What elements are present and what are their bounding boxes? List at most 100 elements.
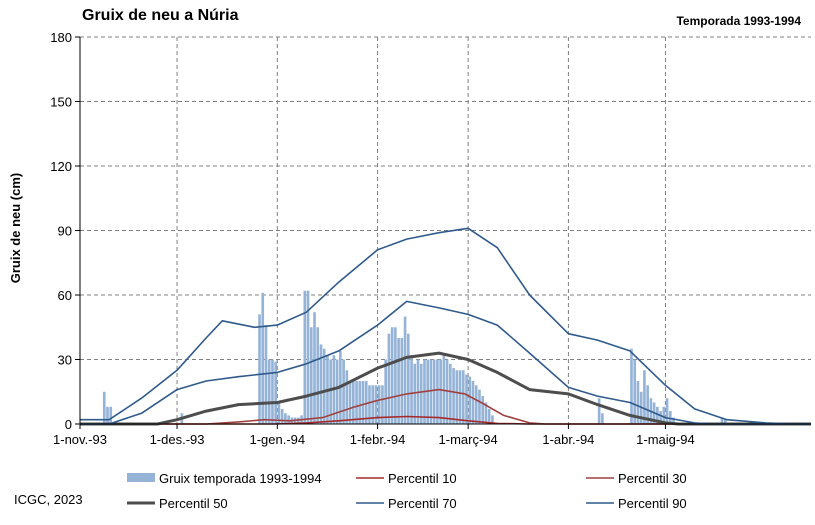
snow-depth-bar	[368, 385, 371, 424]
snow-depth-bar	[432, 359, 436, 424]
legend-swatch	[127, 473, 155, 482]
snow-depth-bar	[364, 381, 368, 424]
snow-depth-bar	[390, 327, 394, 424]
y-tick-label: 150	[50, 95, 72, 110]
x-tick-label: 1-abr.-94	[542, 432, 594, 447]
snow-depth-bar	[374, 385, 378, 424]
snow-depth-bar	[384, 359, 387, 424]
legend-label: Percentil 10	[388, 471, 457, 486]
snow-depth-bar	[439, 359, 442, 424]
snow-depth-bar	[277, 402, 281, 424]
snow-depth-bar	[319, 344, 323, 424]
snow-depth-bar	[723, 419, 727, 424]
snow-depth-bar	[665, 398, 669, 424]
snow-depth-bar	[487, 408, 491, 424]
snow-depth-bar	[316, 327, 320, 424]
snow-depth-bar	[355, 381, 358, 424]
snow-depth-bar	[597, 398, 601, 424]
legend-label: Percentil 50	[159, 496, 228, 511]
chart-subtitle: Temporada 1993-1994	[676, 14, 801, 28]
snow-depth-bar	[410, 355, 413, 424]
snow-depth-bar	[381, 385, 384, 424]
x-tick-label: 1-gen.-94	[249, 432, 305, 447]
snow-depth-bar	[484, 402, 488, 424]
snow-depth-bar	[377, 385, 381, 424]
snow-depth-bar	[436, 359, 439, 424]
snow-depth-bar	[351, 381, 355, 424]
snow-depth-bar	[471, 381, 475, 424]
snow-depth-bar	[271, 359, 274, 424]
snow-depth-bar	[342, 359, 345, 424]
snow-depth-bar	[403, 316, 407, 424]
snow-depth-bar	[264, 325, 268, 424]
chart-title: Gruix de neu a Núria	[82, 7, 239, 24]
y-tick-label: 90	[58, 224, 72, 239]
legend-label: Gruix temporada 1993-1994	[159, 471, 322, 486]
snow-depth-bar	[267, 359, 271, 424]
snow-depth-bar	[656, 406, 659, 424]
percentil-30-line	[80, 388, 811, 425]
percentil-90-line	[80, 227, 811, 425]
snow-depth-bar	[478, 389, 481, 424]
snow-depth-bar	[413, 363, 417, 424]
snow-depth-bar	[313, 312, 316, 424]
snow-depth-bar	[261, 292, 265, 424]
snow-depth-bar	[309, 327, 313, 424]
snow-depth-bar	[458, 370, 462, 424]
snow-depth-bar	[361, 381, 365, 424]
snow-depth-bar	[481, 396, 485, 424]
snow-depth-bar	[284, 413, 287, 424]
snow-depth-bar	[668, 411, 672, 424]
legend-label: Percentil 70	[388, 496, 457, 511]
snow-depth-bar	[280, 408, 284, 424]
legend-label: Percentil 90	[618, 496, 687, 511]
snow-depth-bar	[429, 359, 433, 424]
snow-depth-bar	[465, 374, 468, 424]
snow-depth-bar	[322, 348, 326, 424]
snow-depth-bar	[335, 359, 339, 424]
y-tick-label: 30	[58, 353, 72, 368]
snow-depth-bar	[394, 327, 397, 424]
y-tick-label: 180	[50, 30, 72, 45]
snow-depth-bar	[672, 417, 675, 424]
snow-depth-bar	[348, 381, 352, 424]
snow-depth-bar	[630, 348, 633, 424]
snow-depth-bar	[106, 406, 109, 424]
snow-depth-bar	[720, 417, 724, 424]
snow-depth-bar	[474, 385, 478, 424]
x-tick-label: 1-des.-93	[150, 432, 205, 447]
snow-depth-bar	[659, 411, 662, 424]
y-tick-label: 120	[50, 159, 72, 174]
x-tick-label: 1-maig-94	[636, 432, 695, 447]
snow-depth-bar	[345, 370, 349, 424]
snow-depth-bar	[449, 363, 452, 424]
line-series	[80, 227, 811, 426]
snow-depth-bar	[601, 413, 604, 424]
y-axis-label: Gruix de neu (cm)	[8, 173, 23, 284]
snow-depth-bar	[258, 314, 261, 424]
snow-depth-bar	[274, 361, 278, 424]
grid-lines	[80, 36, 811, 424]
snow-depth-bar	[452, 368, 455, 424]
legend-label: Percentil 30	[618, 471, 687, 486]
snow-depth-bar	[646, 385, 649, 424]
legend: Gruix temporada 1993-1994 Percentil 10 Per…	[127, 471, 687, 511]
percentil-50-line	[80, 351, 811, 426]
snow-depth-bar	[102, 391, 106, 424]
snow-depth-bar	[306, 290, 310, 424]
snow-depth-bar	[468, 376, 472, 424]
snow-depth-bar	[109, 406, 113, 424]
snow-depth-bar	[662, 406, 666, 424]
snow-depth-bar	[419, 363, 423, 424]
x-tick-label: 1-febr.-94	[350, 432, 406, 447]
snow-depth-bar	[397, 338, 400, 424]
snow-depth-bar	[455, 370, 459, 424]
snow-depth-bar	[491, 415, 494, 424]
snow-depth-bar	[287, 415, 290, 424]
y-tick-label: 0	[65, 417, 72, 432]
y-tick-label: 60	[58, 288, 72, 303]
bar-series	[102, 290, 727, 424]
snow-depth-bar	[643, 370, 646, 424]
snow-depth-bar	[358, 381, 362, 424]
